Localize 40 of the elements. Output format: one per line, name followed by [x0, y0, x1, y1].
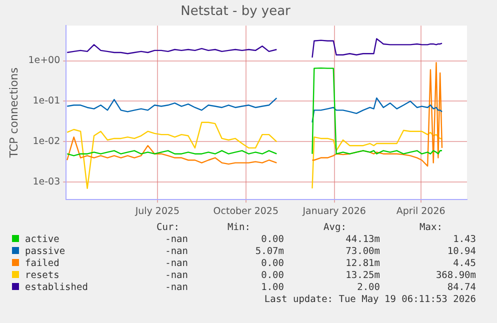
- text: Last update: Tue May 19 06:11:53 2026: [263, 294, 476, 306]
- text: 368.90m: [434, 270, 476, 282]
- legend-label: active: [24, 234, 60, 246]
- y-axis-title: TCP connections: [7, 67, 20, 159]
- text: 5.07m: [254, 246, 284, 258]
- text: 1.43: [452, 234, 476, 246]
- chart-title: Netstat - by year: [180, 4, 292, 20]
- text: 2.00: [356, 282, 380, 294]
- x-tick-label: July 2025: [134, 206, 180, 217]
- text: Max:: [418, 222, 444, 234]
- text: Cur:: [156, 222, 180, 234]
- text: -nan: [164, 234, 188, 246]
- y-tick-label: 1e-02: [32, 136, 60, 148]
- text: 44.13m: [344, 234, 380, 246]
- text: 0.00: [260, 270, 284, 282]
- x-tick-label: January 2026: [302, 206, 366, 217]
- legend-label: resets: [24, 270, 60, 282]
- y-tick-label: 1e-03: [32, 176, 60, 188]
- legend-label: passive: [24, 246, 66, 258]
- legend-label: failed: [24, 258, 60, 270]
- x-tick-label: April 2026: [396, 206, 446, 217]
- text: 1.00: [260, 282, 284, 294]
- x-tick-label: October 2025: [213, 206, 279, 217]
- text: 4.45: [452, 258, 476, 270]
- legend-label: established: [24, 282, 89, 294]
- text: Min:: [226, 222, 252, 234]
- text: -nan: [164, 282, 188, 294]
- text: 84.74: [446, 282, 476, 294]
- text: 0.00: [260, 258, 284, 270]
- text: -nan: [164, 258, 188, 270]
- text: -nan: [164, 270, 188, 282]
- text: -nan: [164, 246, 188, 258]
- text: Avg:: [322, 222, 348, 234]
- text: 12.81m: [344, 258, 380, 270]
- y-tick-label: 1e-01: [32, 96, 60, 107]
- text: 10.94: [446, 246, 476, 258]
- text: 0.00: [260, 234, 284, 246]
- text: 13.25m: [344, 270, 380, 282]
- y-tick-label: 1e+00: [28, 55, 60, 66]
- text: 73.00m: [344, 246, 380, 258]
